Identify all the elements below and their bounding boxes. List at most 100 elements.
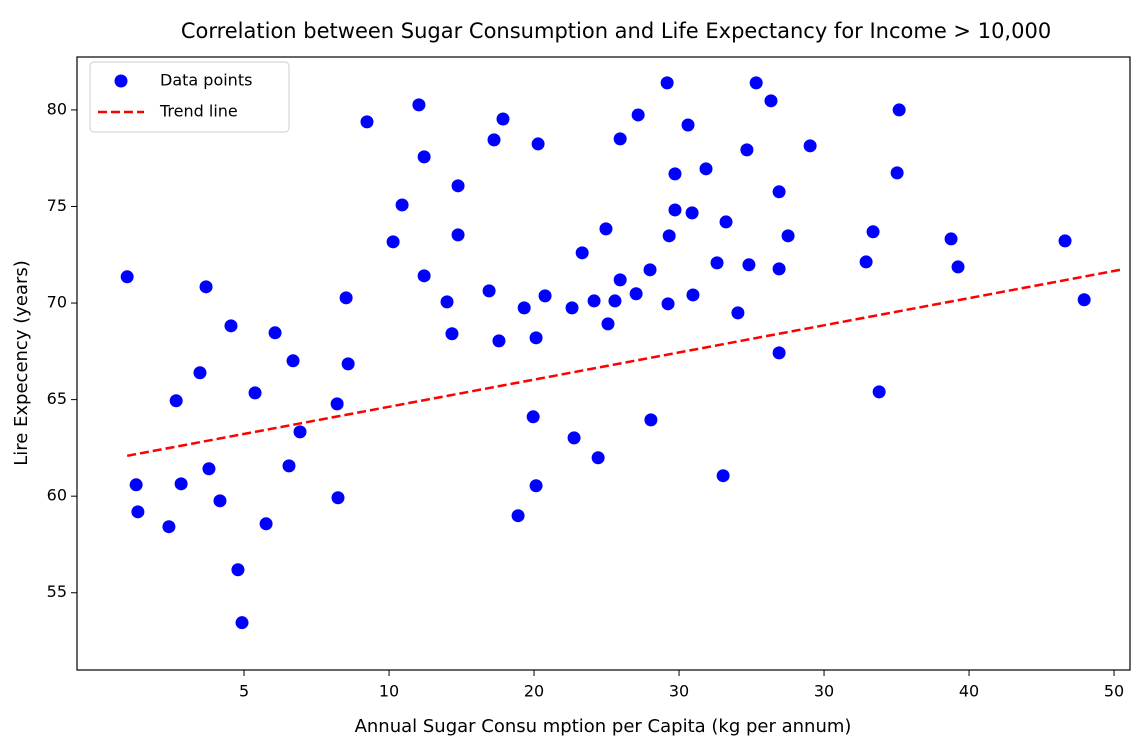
data-point: [131, 505, 145, 519]
data-point: [699, 162, 713, 176]
data-point: [492, 334, 506, 348]
data-point: [412, 98, 426, 112]
data-point: [591, 451, 605, 465]
data-point: [686, 288, 700, 302]
data-point: [565, 301, 579, 315]
data-point: [120, 270, 134, 284]
data-point: [772, 185, 786, 199]
data-point: [719, 215, 733, 229]
legend-box: [89, 61, 290, 133]
x-tick-label: 5: [239, 682, 249, 701]
x-tick-label: 10: [379, 682, 399, 701]
data-point: [944, 232, 958, 246]
data-point: [608, 294, 622, 308]
chart-title: Correlation between Sugar Consumption an…: [181, 19, 1051, 43]
data-point: [417, 269, 431, 283]
data-point: [395, 198, 409, 212]
data-point: [859, 255, 873, 269]
data-point: [286, 354, 300, 368]
legend-marker: [114, 74, 128, 88]
data-point: [386, 235, 400, 249]
data-point: [445, 327, 459, 341]
data-point: [587, 294, 601, 308]
data-point: [731, 306, 745, 320]
y-tick-label: 55: [47, 582, 67, 601]
data-point: [764, 94, 778, 108]
x-tick-label: 30: [669, 682, 689, 701]
data-point: [360, 115, 374, 129]
y-axis-label: Lire Expecency (years): [11, 260, 32, 466]
data-point: [417, 150, 431, 164]
data-point: [601, 317, 615, 331]
data-point: [193, 366, 207, 380]
data-point: [629, 287, 643, 301]
data-point: [742, 258, 756, 272]
data-point: [511, 509, 525, 523]
data-point: [213, 494, 227, 508]
data-point: [872, 385, 886, 399]
data-point: [331, 491, 345, 505]
data-point: [567, 431, 581, 445]
data-point: [129, 478, 143, 492]
y-tick-label: 65: [47, 389, 67, 408]
data-point: [644, 413, 658, 427]
data-point: [496, 112, 510, 126]
data-point: [231, 563, 245, 577]
data-point: [162, 520, 176, 534]
x-tick-label: 40: [959, 682, 979, 701]
data-point: [526, 410, 540, 424]
data-point: [174, 477, 188, 491]
data-point: [631, 108, 645, 122]
data-point: [451, 179, 465, 193]
x-axis-label: Annual Sugar Consu mption per Capita (kg…: [355, 716, 852, 737]
data-point: [235, 616, 249, 630]
data-point: [643, 263, 657, 277]
data-point: [529, 331, 543, 345]
y-tick-label: 70: [47, 293, 67, 312]
data-point: [613, 132, 627, 146]
data-point: [1058, 234, 1072, 248]
data-point: [890, 166, 904, 180]
data-point: [330, 397, 344, 411]
data-point: [710, 256, 724, 270]
data-point: [282, 459, 296, 473]
data-point: [740, 143, 754, 157]
data-point: [772, 262, 786, 276]
x-tick-label: 30: [814, 682, 834, 701]
data-point: [293, 425, 307, 439]
plot-frame: [76, 56, 1131, 671]
data-point: [224, 319, 238, 333]
x-tick-label: 50: [1104, 682, 1124, 701]
x-tick-label: 20: [524, 682, 544, 701]
data-point: [662, 229, 676, 243]
data-point: [440, 295, 454, 309]
data-point: [531, 137, 545, 151]
data-point: [892, 103, 906, 117]
data-point: [668, 167, 682, 181]
data-point: [749, 76, 763, 90]
y-tick-label: 80: [47, 99, 67, 118]
data-point: [716, 469, 730, 483]
data-point: [339, 291, 353, 305]
data-point: [169, 394, 183, 408]
data-point: [599, 222, 613, 236]
data-point: [1077, 293, 1091, 307]
y-tick-label: 75: [47, 196, 67, 215]
data-point: [951, 260, 965, 274]
data-point: [248, 386, 262, 400]
data-point: [482, 284, 496, 298]
data-point: [685, 206, 699, 220]
data-point: [487, 133, 501, 147]
legend-label: Data points: [160, 71, 252, 90]
data-point: [517, 301, 531, 315]
data-point: [866, 225, 880, 239]
data-point: [803, 139, 817, 153]
trend-line: [126, 268, 1121, 458]
data-point: [681, 118, 695, 132]
data-point: [259, 517, 273, 531]
data-point: [202, 462, 216, 476]
data-point: [781, 229, 795, 243]
data-point: [451, 228, 465, 242]
data-point: [575, 246, 589, 260]
